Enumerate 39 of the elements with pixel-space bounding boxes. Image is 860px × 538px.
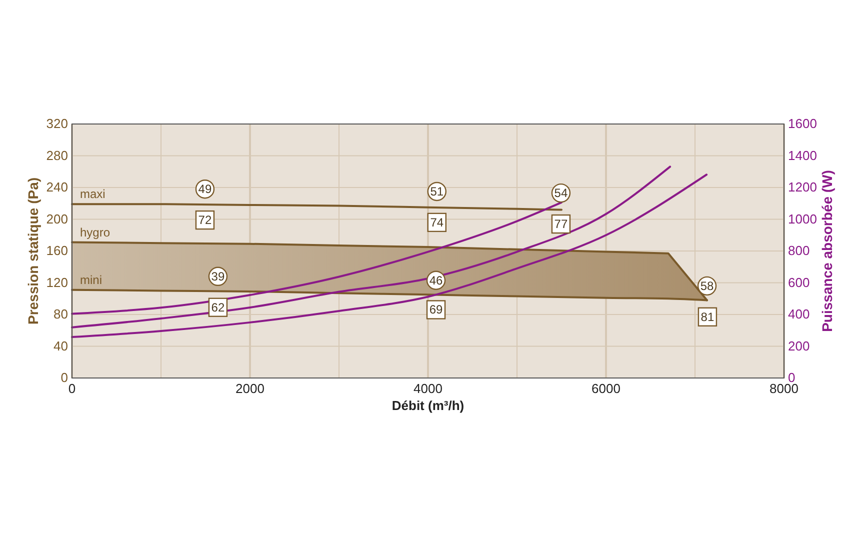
annotation: 46 [429, 273, 444, 288]
series-label: hygro [80, 225, 110, 240]
y2-tick-label: 200 [788, 338, 810, 354]
y-tick-label: 120 [46, 274, 68, 290]
annotation: 58 [700, 278, 714, 293]
series-label: maxi [80, 187, 106, 202]
annotation: 39 [211, 269, 225, 284]
y2-tick-label: 1600 [788, 116, 817, 131]
x-tick-label: 2000 [236, 381, 264, 396]
annotation: 54 [554, 186, 568, 200]
annotation: 49 [198, 182, 212, 196]
y-tick-label: 80 [54, 306, 68, 322]
annotation: 69 [429, 302, 444, 317]
y-tick-label: 0 [60, 370, 68, 385]
y2-tick-label: 1000 [788, 211, 817, 226]
annotation: 72 [198, 213, 212, 228]
y2-axis-title: Puissance absorbée (W) [819, 170, 835, 332]
annotation: 62 [211, 300, 225, 314]
y2-tick-label: 800 [788, 243, 810, 258]
y-tick-label: 240 [46, 180, 68, 194]
y2-tick-label: 600 [788, 274, 810, 290]
annotation: 81 [700, 310, 714, 324]
y2-tick-label: 1400 [788, 148, 817, 163]
annotation: 77 [554, 217, 568, 232]
x-tick-label: 4000 [414, 381, 442, 396]
line-series [71, 166, 672, 328]
series-label: mini [80, 272, 102, 287]
y-axis-title: Pression statique (Pa) [25, 177, 41, 325]
y-tick-label: 200 [46, 211, 68, 226]
y-tick-label: 40 [54, 338, 68, 354]
y2-tick-label: 1200 [788, 180, 817, 194]
x-axis-title: Débit (m³/h) [392, 398, 464, 413]
y-tick-label: 320 [46, 116, 68, 131]
y-tick-label: 280 [46, 148, 68, 163]
annotation: 51 [430, 184, 444, 198]
y2-tick-label: 400 [788, 306, 810, 322]
y-tick-label: 160 [46, 243, 68, 258]
x-tick-label: 6000 [592, 381, 620, 396]
annotation: 74 [430, 215, 444, 230]
